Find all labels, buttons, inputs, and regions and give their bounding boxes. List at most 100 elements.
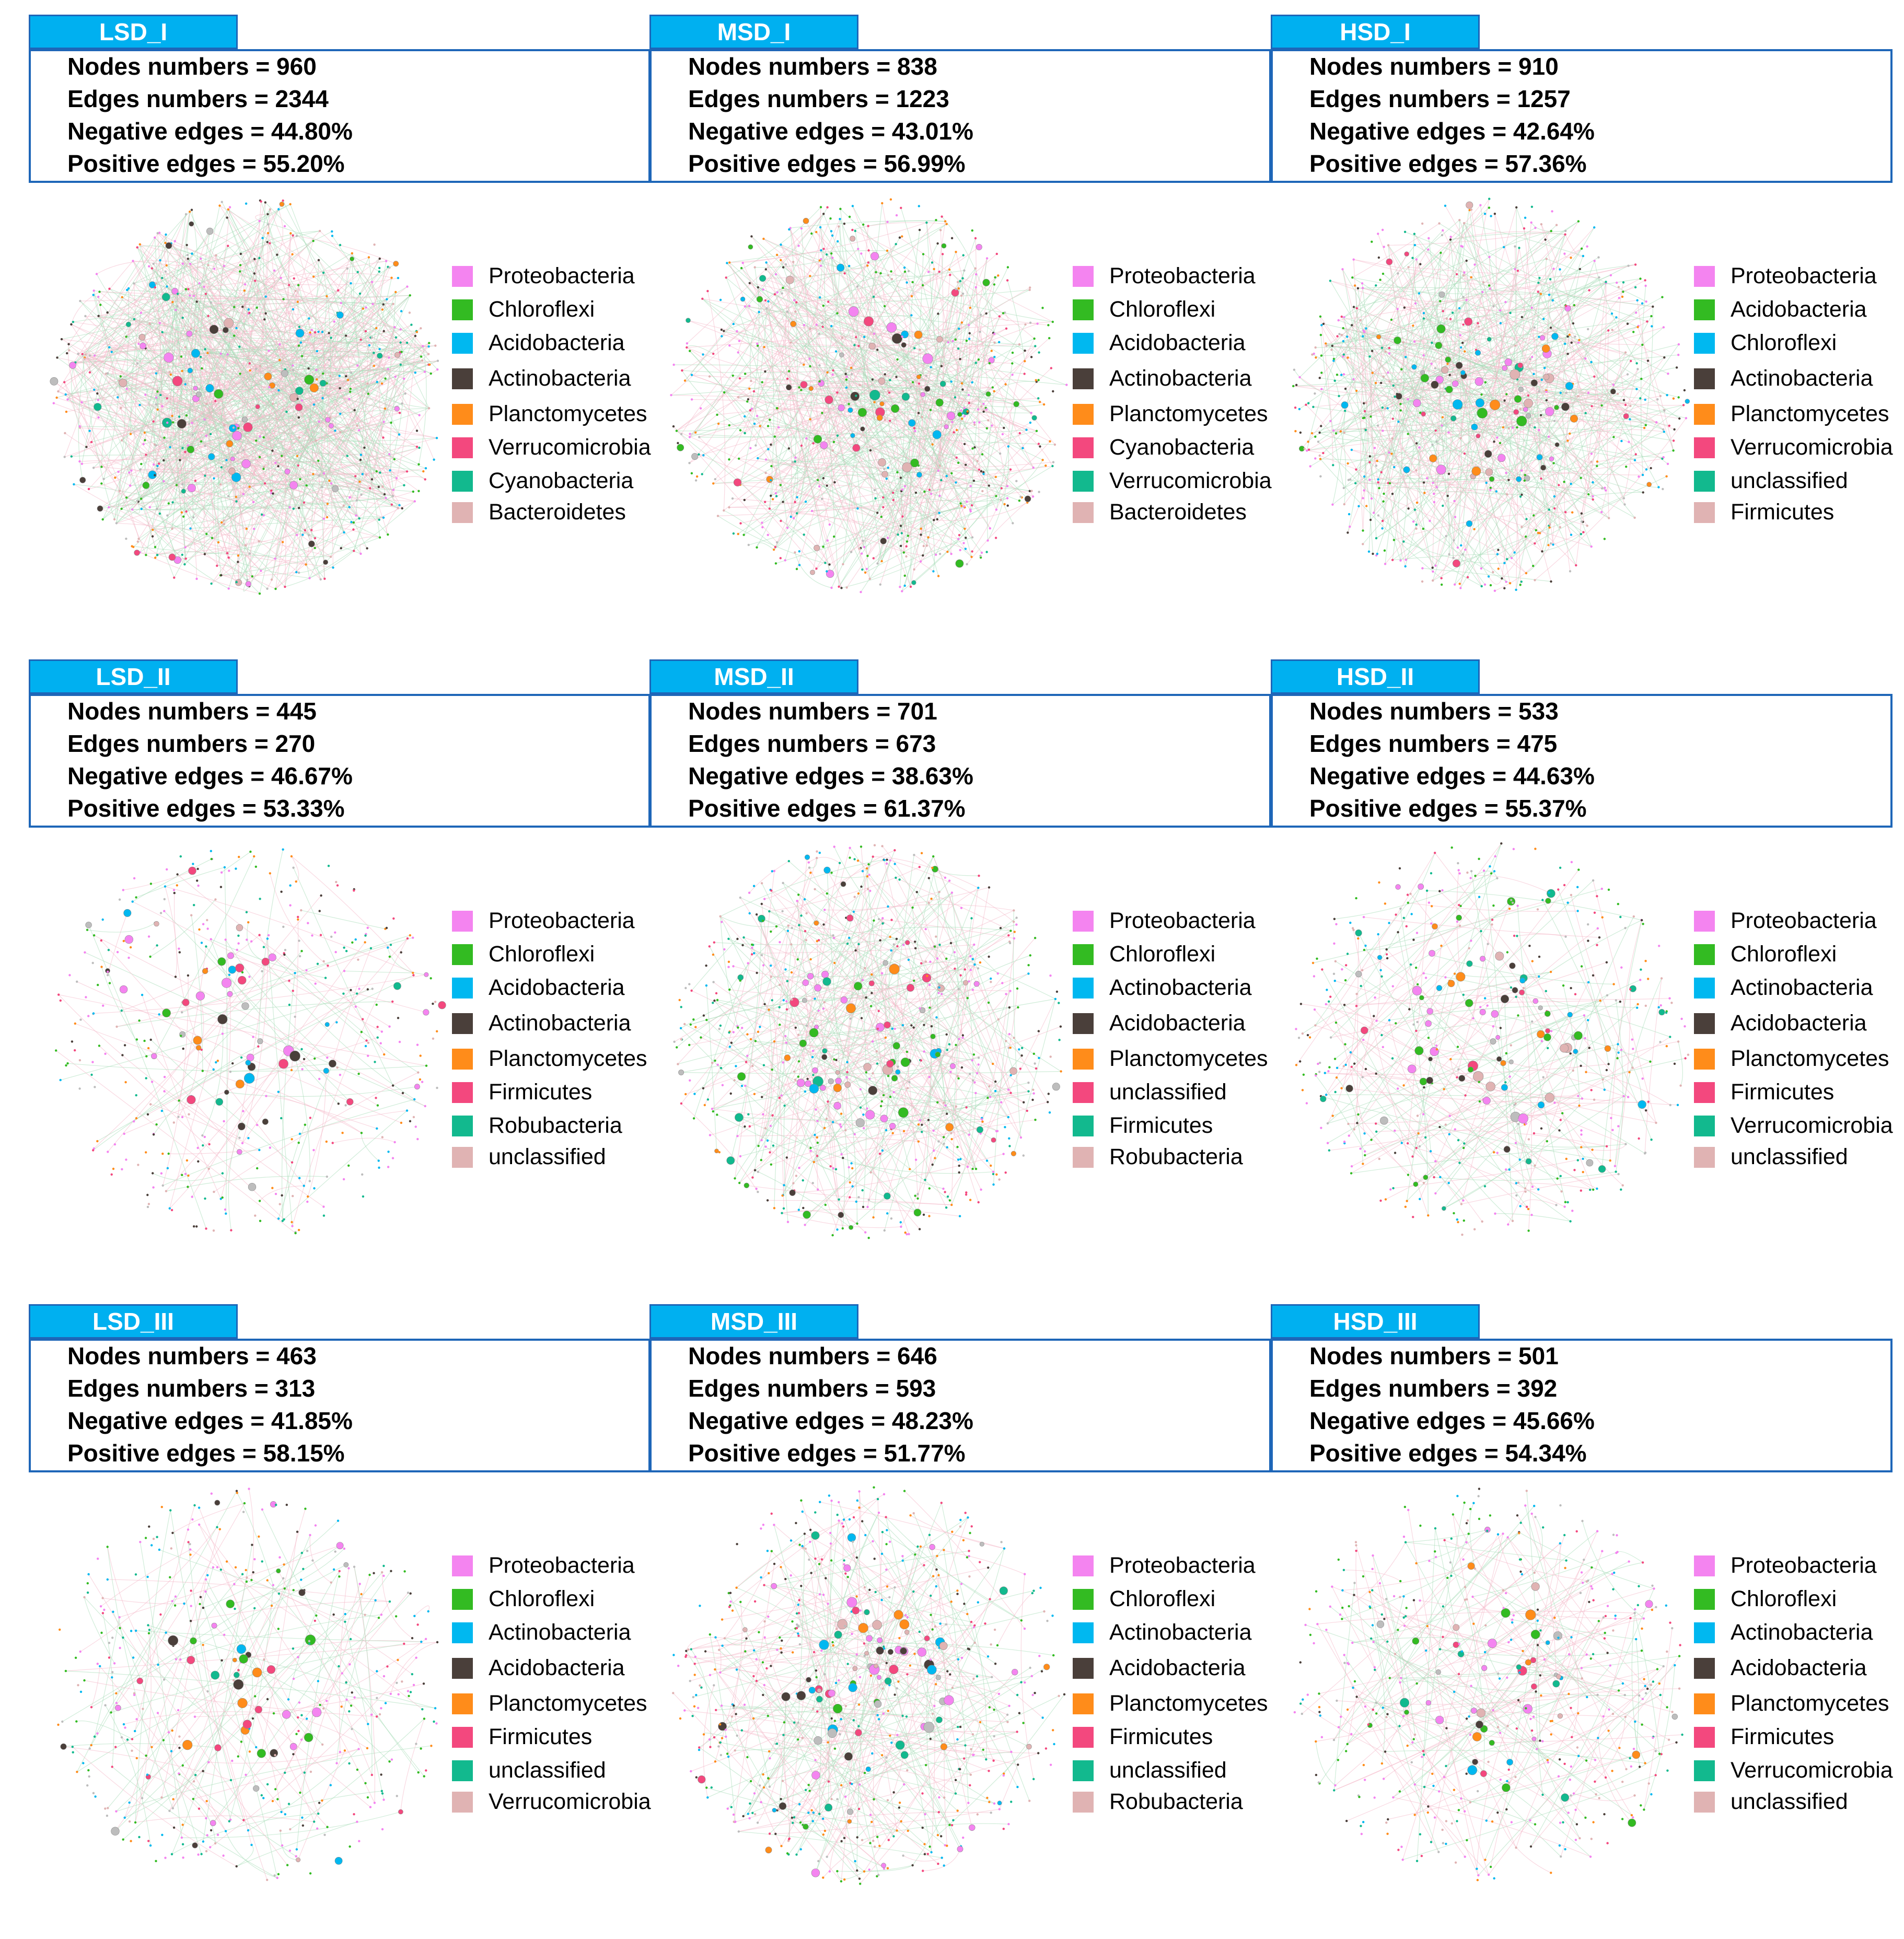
network-node [764,472,767,474]
network-node [265,1095,268,1097]
network-node [1413,508,1417,511]
network-edge [781,244,1023,449]
network-edge [121,331,417,509]
network-edge [276,209,283,255]
network-edge [787,1027,914,1059]
network-edge [851,1163,994,1174]
network-node [378,257,381,260]
network-node [156,408,159,411]
network-node [1445,535,1447,538]
network-node [412,936,414,939]
network-node [800,227,803,230]
network-node [110,351,113,353]
network-edge [761,903,848,944]
network-node [297,571,300,574]
network-node [1365,327,1367,330]
network-node [121,296,123,298]
network-edge [900,1106,957,1227]
network-node [1407,266,1410,269]
network-edge [1352,277,1398,309]
network-edge [1321,340,1398,356]
network-edge [1347,408,1386,533]
network-node [1488,284,1491,287]
network-node [156,390,159,393]
network-node [957,347,960,350]
network-node [346,1098,354,1106]
network-edge [1637,300,1674,451]
network-node [1492,571,1494,574]
network-node [922,554,924,557]
network-node [1038,351,1040,354]
network-node [358,292,362,295]
network-edge [934,502,1028,521]
network-edge [823,289,1030,306]
network-node [1590,405,1593,408]
network-edge [82,354,115,520]
network-node [96,392,99,395]
network-edge [150,1104,260,1151]
network-node [1535,529,1537,531]
network-node [391,1000,394,1003]
network-node [1418,446,1421,449]
network-node [923,490,926,493]
network-node [253,258,256,260]
stat-line: Edges numbers = 1223 [688,85,949,112]
network-edge [119,333,190,491]
network-node [181,1011,183,1014]
network-node [206,352,209,354]
network-node [128,471,131,474]
network-edge [763,238,810,276]
network-node [146,1113,149,1116]
network-node [686,342,689,345]
network-node [1350,448,1353,451]
network-edge [868,262,995,343]
network-edge [1312,354,1340,397]
network-node [263,466,265,468]
network-edge [796,302,1001,454]
network-node [113,518,116,521]
network-node [100,482,103,485]
network-node [176,293,179,295]
network-node [1537,291,1539,293]
network-node [843,272,846,275]
network-node [279,201,285,207]
network-node [96,1140,99,1143]
network-node [756,344,759,347]
network-node [280,890,283,893]
network-node [963,527,966,530]
legend-item: unclassified [452,1144,651,1170]
network-node [258,456,261,458]
network-node [84,353,87,356]
network-node [404,392,407,395]
network-node [1455,273,1458,275]
network-node [1555,224,1558,226]
network-node [968,324,970,327]
network-node [1035,429,1038,432]
network-edge [1494,214,1594,500]
network-node [230,456,235,461]
network-node [201,367,203,370]
network-node [968,402,970,404]
network-node [1466,520,1473,527]
network-edge [764,867,810,900]
network-edge [1342,356,1455,541]
network-node [235,579,242,586]
network-node [850,236,856,242]
network-node [1039,401,1041,403]
network-node [1338,333,1341,335]
network-node [355,992,358,995]
network-edge [907,408,965,542]
network-node [862,539,864,542]
network-node [97,505,103,512]
network-edge [749,388,794,519]
network-edge [967,496,1034,565]
network-node [1593,226,1596,229]
network-edge [150,899,216,957]
legend-swatch [452,299,473,320]
network-node [1678,417,1681,420]
network-node [1459,334,1461,336]
network-node [200,1048,203,1051]
network-node [140,462,143,466]
network-node [1485,468,1493,476]
network-node [733,478,742,486]
